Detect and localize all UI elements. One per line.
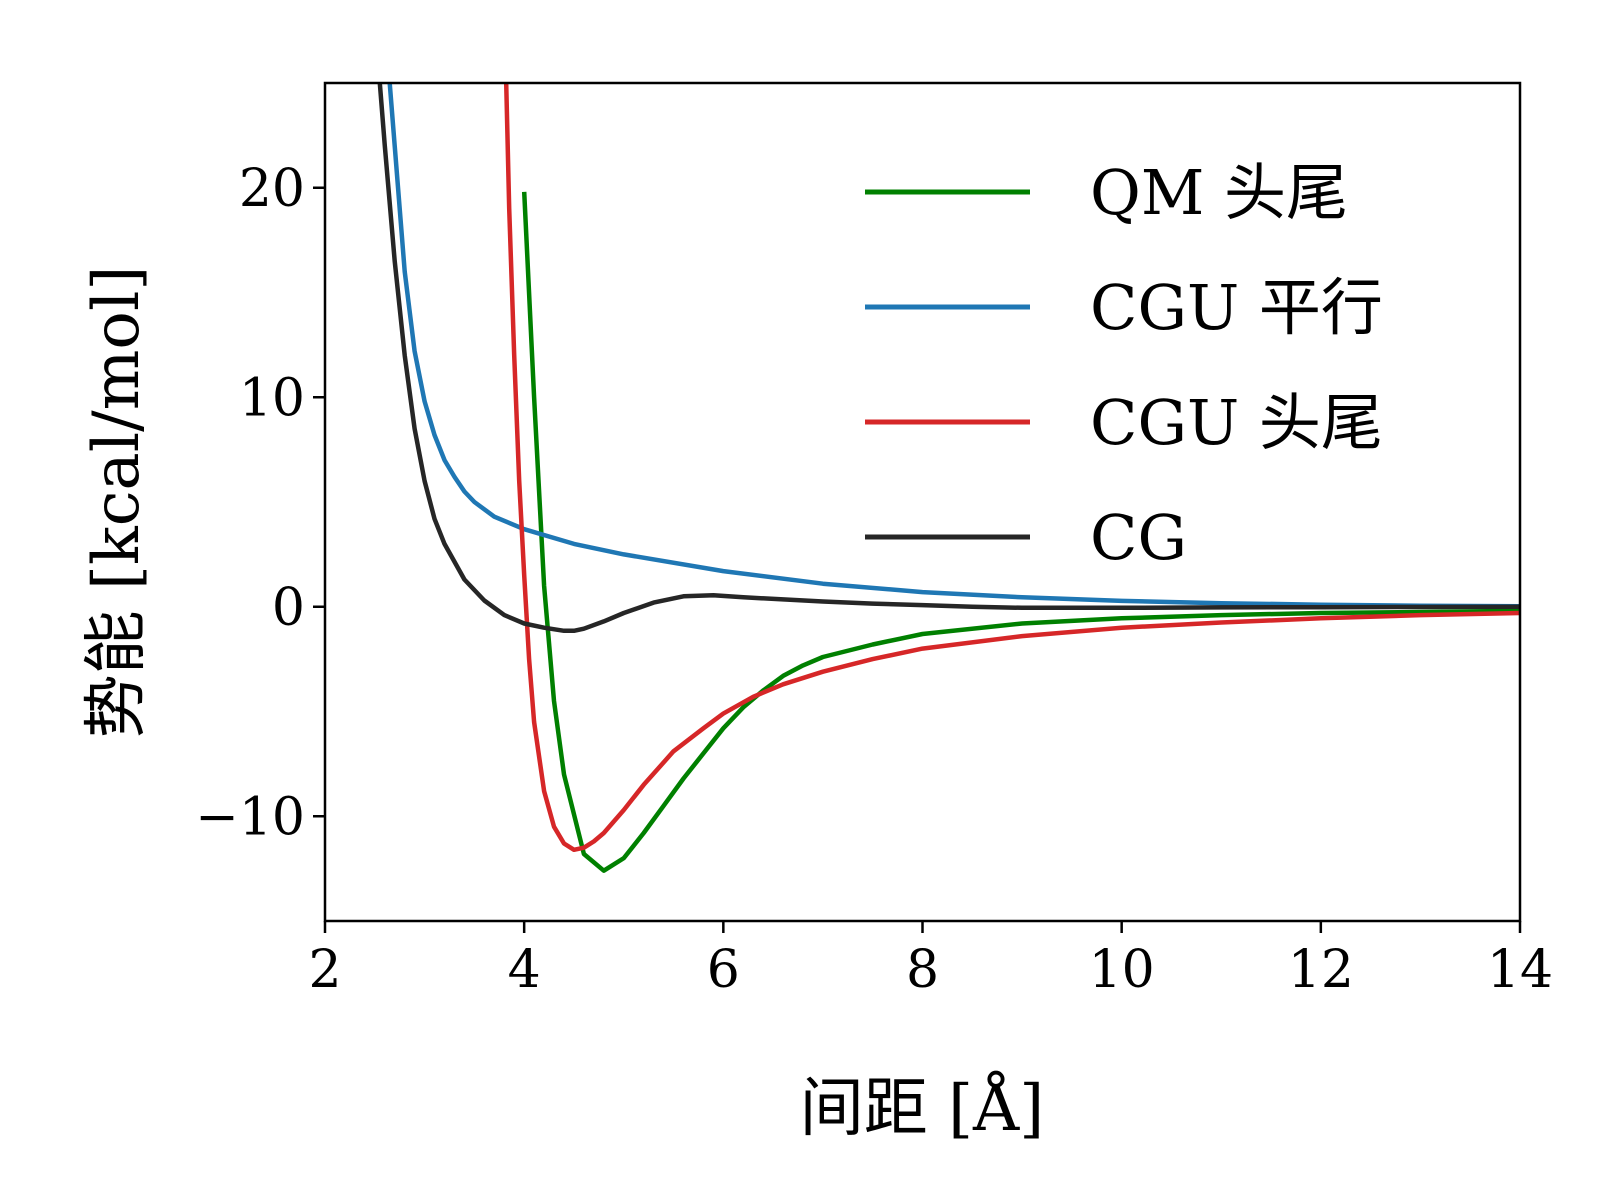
series-line-2 <box>503 83 1520 853</box>
legend-label-0: QM 头尾 <box>1090 156 1348 229</box>
x-tick-label: 14 <box>1487 940 1553 1000</box>
y-axis-title: 势能 [kcal/mol] <box>80 266 154 739</box>
series-line-3 <box>377 83 1520 634</box>
legend: QM 头尾 CGU 平行 CGU 头尾 CG <box>865 156 1383 574</box>
y-tick-label: −10 <box>195 787 305 847</box>
legend-label-1: CGU 平行 <box>1090 271 1383 344</box>
y-tick-label: 10 <box>239 368 305 428</box>
y-tick-label: 0 <box>272 578 305 638</box>
x-tick-label: 6 <box>707 940 740 1000</box>
series-line-0 <box>521 191 1520 873</box>
legend-label-3: CG <box>1090 501 1187 574</box>
x-tick-label: 10 <box>1089 940 1155 1000</box>
x-axis-title: 间距 [Å] <box>800 1071 1045 1146</box>
x-tick-label: 8 <box>906 940 939 1000</box>
legend-label-2: CGU 头尾 <box>1090 386 1383 459</box>
x-tick-label: 12 <box>1288 940 1354 1000</box>
y-tick-label: 20 <box>239 159 305 219</box>
ticks-layer: 2 4 6 8 10 12 14 −10 0 10 20 <box>195 159 1553 1000</box>
x-tick-label: 2 <box>308 940 341 1000</box>
series-layer <box>377 83 1520 873</box>
x-tick-label: 4 <box>508 940 541 1000</box>
series-line-1 <box>387 83 1520 609</box>
